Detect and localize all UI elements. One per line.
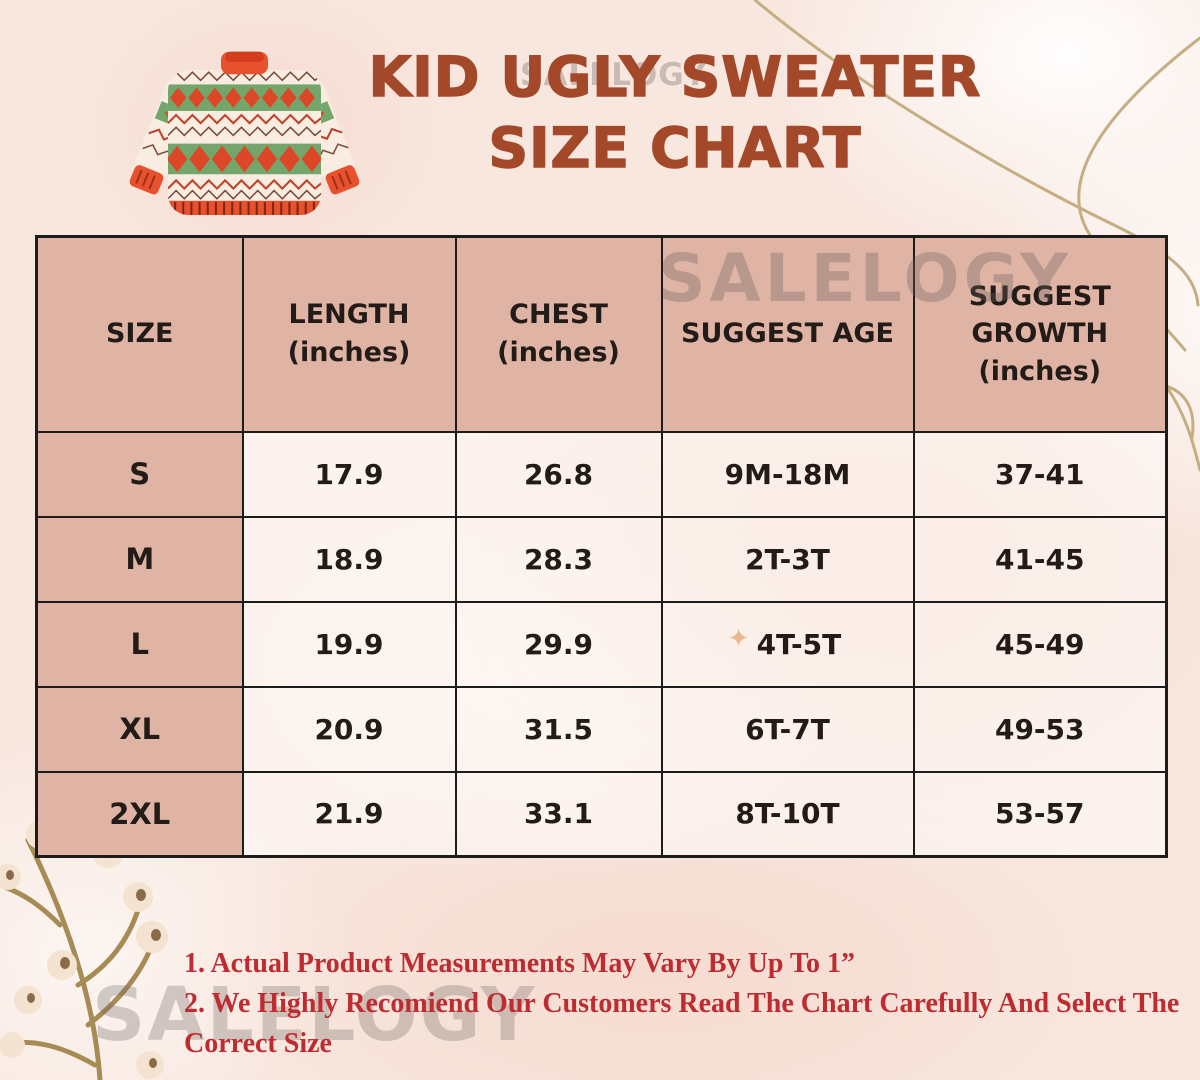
chest-cell: 26.8: [454, 430, 663, 518]
growth-value: 49-53: [994, 712, 1085, 746]
header-suggest-age: SUGGEST AGE: [660, 235, 915, 433]
header-size: SIZE: [35, 235, 244, 433]
growth-cell: 41-45: [912, 515, 1168, 603]
age-cell: ✦ 4T-5T: [660, 600, 915, 688]
header-suggest-growth-label: SUGGEST GROWTH (inches): [968, 280, 1111, 388]
sparkle-icon: ✦: [727, 623, 750, 654]
growth-cell: 45-49: [912, 600, 1168, 688]
size-value: XL: [119, 712, 161, 746]
chest-cell: 31.5: [454, 685, 663, 773]
table-row-m: M 18.9 28.3 2T-3T 41-45: [35, 515, 1168, 603]
size-value: S: [129, 457, 151, 491]
note-2: 2. We Highly Recomiend Our Customers Rea…: [184, 987, 1180, 1059]
note-1: 1. Actual Product Measurements May Vary …: [184, 948, 855, 979]
header-length-label: LENGTH (inches): [287, 299, 411, 369]
header-length: LENGTH (inches): [241, 235, 457, 433]
size-chart-table: SIZE LENGTH (inches) CHEST (inches) SUGG…: [35, 235, 1168, 858]
age-value: 6T-7T: [745, 712, 830, 746]
length-value: 19.9: [314, 627, 384, 661]
header-chest: CHEST (inches): [454, 235, 663, 433]
length-cell: 20.9: [241, 685, 457, 773]
age-cell: 9M-18M: [660, 430, 915, 518]
length-value: 20.9: [314, 712, 384, 746]
title-line-1: KID UGLY SWEATER: [368, 45, 982, 109]
chest-cell: 29.9: [454, 600, 663, 688]
length-value: 21.9: [314, 797, 384, 831]
ugly-sweater-icon: [129, 51, 360, 216]
header-suggest-age-label: SUGGEST AGE: [681, 318, 894, 350]
size-value: M: [125, 542, 155, 576]
length-value: 17.9: [314, 457, 384, 491]
chest-value: 29.9: [523, 627, 594, 661]
page-title: KID UGLY SWEATER SIZE CHART: [355, 45, 995, 180]
table-header-row: SIZE LENGTH (inches) CHEST (inches) SUGG…: [35, 235, 1168, 433]
title-line-2: SIZE CHART: [488, 116, 862, 180]
growth-cell: 53-57: [912, 770, 1168, 858]
size-cell: M: [35, 515, 244, 603]
growth-value: 45-49: [994, 627, 1085, 661]
age-cell: 8T-10T: [660, 770, 915, 858]
length-cell: 19.9: [241, 600, 457, 688]
chest-value: 28.3: [523, 542, 594, 576]
length-cell: 18.9: [241, 515, 457, 603]
header-size-label: SIZE: [105, 318, 174, 350]
growth-value: 41-45: [994, 542, 1085, 576]
chest-value: 31.5: [523, 712, 594, 746]
growth-cell: 37-41: [912, 430, 1168, 518]
length-cell: 17.9: [241, 430, 457, 518]
chest-value: 26.8: [523, 457, 594, 491]
size-value: 2XL: [109, 796, 171, 831]
table-row-xl: XL 20.9 31.5 6T-7T 49-53: [35, 685, 1168, 773]
size-cell: XL: [35, 685, 244, 773]
growth-value: 53-57: [994, 797, 1085, 831]
header-chest-label: CHEST (inches): [497, 299, 620, 369]
growth-cell: 49-53: [912, 685, 1168, 773]
notes-section: 1. Actual Product Measurements May Vary …: [184, 944, 1196, 1063]
chest-value: 33.1: [523, 797, 594, 831]
size-cell: S: [35, 430, 244, 518]
length-value: 18.9: [314, 542, 384, 576]
length-cell: 21.9: [241, 770, 457, 858]
size-value: L: [130, 627, 149, 661]
table-row-s: S 17.9 26.8 9M-18M 37-41: [35, 430, 1168, 518]
table-row-2xl: 2XL 21.9 33.1 8T-10T 53-57: [35, 770, 1168, 858]
age-value: 4T-5T: [756, 627, 842, 661]
growth-value: 37-41: [994, 457, 1085, 491]
chest-cell: 33.1: [454, 770, 663, 858]
size-cell: L: [35, 600, 244, 688]
age-value: 8T-10T: [735, 797, 840, 831]
size-cell: 2XL: [35, 770, 244, 858]
age-cell: 2T-3T: [660, 515, 915, 603]
chest-cell: 28.3: [454, 515, 663, 603]
age-cell: 6T-7T: [660, 685, 915, 773]
header-suggest-growth: SUGGEST GROWTH (inches): [912, 235, 1168, 433]
age-value: 9M-18M: [724, 457, 851, 491]
age-value: 2T-3T: [745, 542, 830, 576]
table-row-l: L 19.9 29.9 ✦ 4T-5T 45-49: [35, 600, 1168, 688]
